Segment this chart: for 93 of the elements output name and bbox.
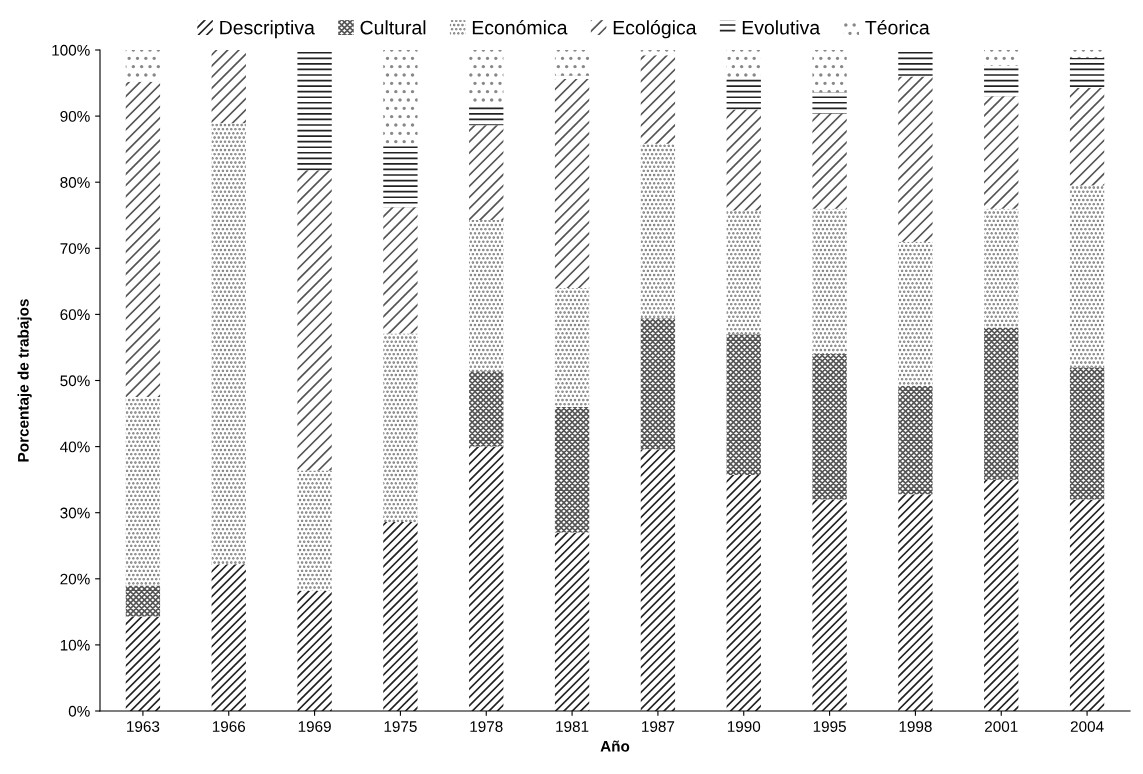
y-tick-label: 10% — [60, 639, 90, 651]
bar — [125, 50, 161, 82]
bar — [297, 50, 332, 171]
bar — [984, 50, 1019, 66]
bar — [297, 590, 332, 711]
bar — [726, 334, 761, 476]
bar — [1069, 367, 1105, 500]
legend-label: Descriptiva — [220, 20, 315, 39]
bar — [469, 219, 504, 372]
bar — [984, 65, 1019, 97]
x-tick-label: 1969 — [298, 721, 331, 732]
y-tick-label: 50% — [60, 375, 90, 387]
x-tick-label: 1990 — [727, 721, 761, 732]
bar — [554, 287, 590, 407]
bar — [383, 521, 418, 711]
bar — [383, 50, 418, 145]
bar — [726, 109, 761, 211]
bar — [211, 123, 246, 565]
bar — [125, 585, 161, 617]
bar — [726, 210, 761, 335]
legend-label: Téorica — [865, 19, 930, 35]
x-tick-label: 1966 — [212, 721, 246, 732]
bar — [211, 50, 246, 124]
x-tick-label: 1995 — [813, 721, 846, 732]
bar — [812, 208, 847, 355]
x-tick-label: 1978 — [470, 721, 503, 732]
bar — [125, 81, 161, 398]
y-tick-label: 90% — [60, 110, 90, 122]
y-axis-title: Porcentaje de trabajos — [17, 299, 32, 462]
bar — [898, 494, 933, 711]
bar — [898, 50, 933, 77]
bar — [812, 113, 847, 209]
x-tick-label: 1987 — [642, 721, 675, 732]
bar — [1069, 50, 1105, 58]
y-tick-label: 20% — [60, 573, 90, 585]
bar — [469, 371, 504, 447]
bar — [297, 470, 332, 591]
legend-label: Evolutiva — [742, 20, 821, 35]
bar — [297, 170, 332, 471]
bar — [898, 76, 933, 242]
bar — [125, 616, 161, 711]
x-tick-label: 1975 — [384, 721, 417, 732]
bar — [812, 50, 847, 93]
bar — [898, 385, 933, 495]
bar — [726, 475, 761, 711]
x-tick-label: 2001 — [985, 721, 1018, 732]
bar — [554, 532, 590, 711]
bar — [984, 327, 1019, 480]
legend-label: Ecológica — [613, 19, 697, 39]
x-axis-title: Año — [600, 740, 630, 752]
bar — [211, 564, 246, 711]
bar — [383, 207, 418, 334]
y-tick-label: 80% — [60, 177, 90, 188]
x-tick-label: 2004 — [1070, 721, 1104, 732]
bar — [812, 499, 847, 711]
bar — [726, 78, 761, 110]
bar — [554, 406, 590, 533]
bar — [469, 446, 504, 711]
bar — [984, 208, 1019, 328]
bar — [640, 449, 676, 711]
y-tick-label: 100% — [52, 44, 90, 56]
legend-label: Económica — [472, 19, 568, 35]
legend-label: Cultural — [360, 20, 426, 35]
x-tick-label: 1998 — [899, 721, 932, 732]
x-tick-label: 1981 — [556, 721, 589, 732]
bar — [469, 50, 504, 107]
bar — [812, 354, 847, 500]
bar — [383, 333, 418, 522]
y-tick-label: 60% — [60, 309, 90, 321]
bar — [554, 79, 590, 288]
bar — [640, 55, 676, 144]
bar — [640, 50, 676, 56]
y-tick-label: 40% — [60, 441, 90, 453]
bar — [1069, 499, 1105, 711]
bar — [726, 50, 761, 79]
x-tick-label: 1963 — [127, 721, 160, 732]
bar — [812, 92, 847, 114]
bar — [125, 397, 161, 586]
bar — [898, 241, 933, 386]
bar — [469, 125, 504, 220]
bar — [554, 50, 590, 76]
bar — [640, 318, 676, 450]
bar — [984, 479, 1019, 711]
bar — [1069, 57, 1105, 88]
bar — [469, 106, 504, 126]
bar — [640, 143, 676, 319]
bar — [984, 96, 1019, 209]
y-tick-label: 0% — [68, 705, 90, 717]
y-tick-label: 70% — [60, 243, 90, 254]
bar — [1069, 185, 1105, 368]
y-tick-label: 30% — [60, 507, 90, 519]
bar — [383, 144, 418, 208]
bar — [1069, 87, 1105, 186]
